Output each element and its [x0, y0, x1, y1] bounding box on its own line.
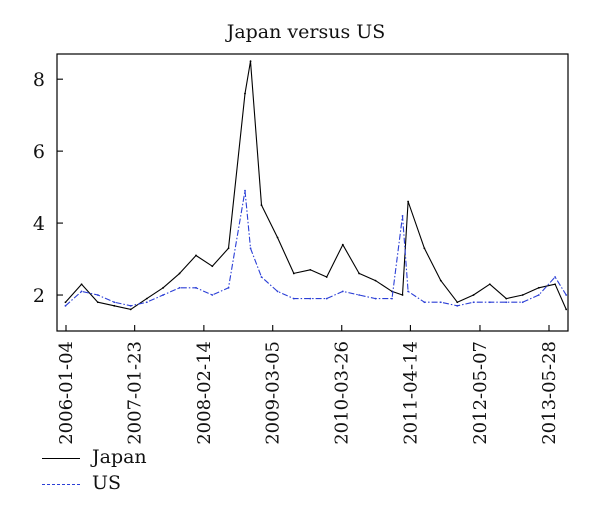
data-point-japan [292, 272, 295, 275]
data-point-japan [488, 283, 491, 286]
y-tick-label: 8 [33, 69, 45, 91]
data-point-us [292, 297, 295, 300]
x-tick-label: 2008-02-14 [194, 341, 215, 445]
legend-swatch-us [42, 484, 80, 485]
data-point-us [472, 301, 475, 304]
data-point-japan [178, 272, 181, 275]
series-layer [64, 60, 568, 311]
data-point-japan [211, 265, 214, 268]
x-tick-label: 2006-01-04 [56, 341, 77, 445]
legend-item-us: US [42, 472, 242, 498]
data-point-japan [341, 243, 344, 246]
legend-swatch-japan [42, 458, 80, 459]
data-point-japan [407, 200, 409, 203]
x-axis: 2006-01-04 2007-01-23 2008-02-14 2009-03-05… [56, 325, 560, 445]
data-point-us [227, 286, 230, 289]
data-point-us [249, 247, 252, 250]
data-point-japan [96, 301, 99, 304]
data-point-japan [80, 283, 83, 286]
data-point-us [423, 301, 426, 304]
data-point-us [439, 301, 442, 304]
data-point-japan [260, 204, 263, 206]
chart-title: Japan versus US [225, 21, 386, 43]
x-tick-label: 2013-05-28 [539, 341, 560, 445]
data-point-us [456, 304, 459, 307]
data-point-japan [456, 301, 459, 304]
data-point-japan [537, 286, 540, 289]
data-point-us [521, 301, 524, 304]
data-point-japan [554, 283, 556, 286]
data-point-japan [565, 308, 568, 311]
series-line-us [65, 190, 567, 307]
data-point-japan [145, 297, 148, 300]
data-point-japan [64, 301, 67, 304]
data-point-japan [472, 294, 475, 296]
y-tick-label: 2 [33, 285, 45, 307]
y-axis: 2 4 6 8 [33, 69, 63, 307]
data-point-us [391, 297, 393, 300]
y-tick-label: 4 [33, 213, 45, 235]
data-point-us [129, 304, 132, 307]
data-point-japan [505, 297, 508, 300]
series-line-japan [65, 60, 567, 310]
data-point-japan [276, 236, 279, 239]
x-tick-label: 2010-03-26 [332, 341, 353, 445]
data-point-us [488, 301, 491, 304]
data-point-us [64, 304, 67, 307]
data-point-us [374, 297, 377, 300]
data-point-japan [129, 308, 132, 311]
data-point-japan [244, 92, 246, 95]
legend-label-us: US [92, 472, 122, 494]
data-point-us [505, 301, 508, 304]
y-tick-label: 6 [33, 141, 45, 163]
data-point-us [244, 189, 246, 192]
data-point-us [260, 276, 263, 278]
data-point-japan [401, 294, 404, 296]
plot-frame [56, 53, 569, 332]
data-point-us [178, 286, 181, 289]
data-point-us [145, 301, 148, 304]
legend: Japan US [42, 446, 242, 498]
x-tick-label: 2009-03-05 [263, 341, 284, 445]
data-point-japan [309, 268, 312, 271]
data-point-us [309, 297, 312, 300]
data-point-japan [439, 279, 442, 282]
data-point-us [80, 290, 83, 293]
data-point-japan [358, 272, 360, 275]
data-point-us [565, 294, 568, 296]
data-point-japan [521, 294, 524, 296]
x-tick-label: 2007-01-23 [125, 341, 146, 445]
data-point-us [195, 286, 197, 289]
data-point-us [358, 294, 360, 296]
x-tick-label: 2012-05-07 [470, 341, 491, 445]
data-point-japan [374, 279, 377, 282]
data-point-us [537, 294, 540, 296]
data-point-us [211, 294, 214, 296]
data-point-japan [195, 254, 197, 257]
legend-item-japan: Japan [42, 446, 242, 472]
legend-label-japan: Japan [92, 446, 147, 468]
data-point-us [113, 301, 116, 304]
data-point-japan [162, 286, 165, 289]
data-point-japan [113, 304, 116, 307]
data-point-us [554, 276, 556, 278]
data-point-japan [227, 247, 230, 250]
data-point-japan [325, 276, 328, 278]
data-point-us [162, 294, 165, 296]
data-point-japan [423, 247, 426, 250]
x-tick-label: 2011-04-14 [400, 341, 421, 445]
data-point-us [341, 290, 344, 293]
data-point-us [401, 214, 404, 217]
data-point-us [276, 290, 279, 293]
data-point-japan [249, 60, 252, 63]
data-point-us [407, 290, 409, 293]
data-point-us [325, 297, 328, 300]
data-point-us [96, 294, 99, 296]
